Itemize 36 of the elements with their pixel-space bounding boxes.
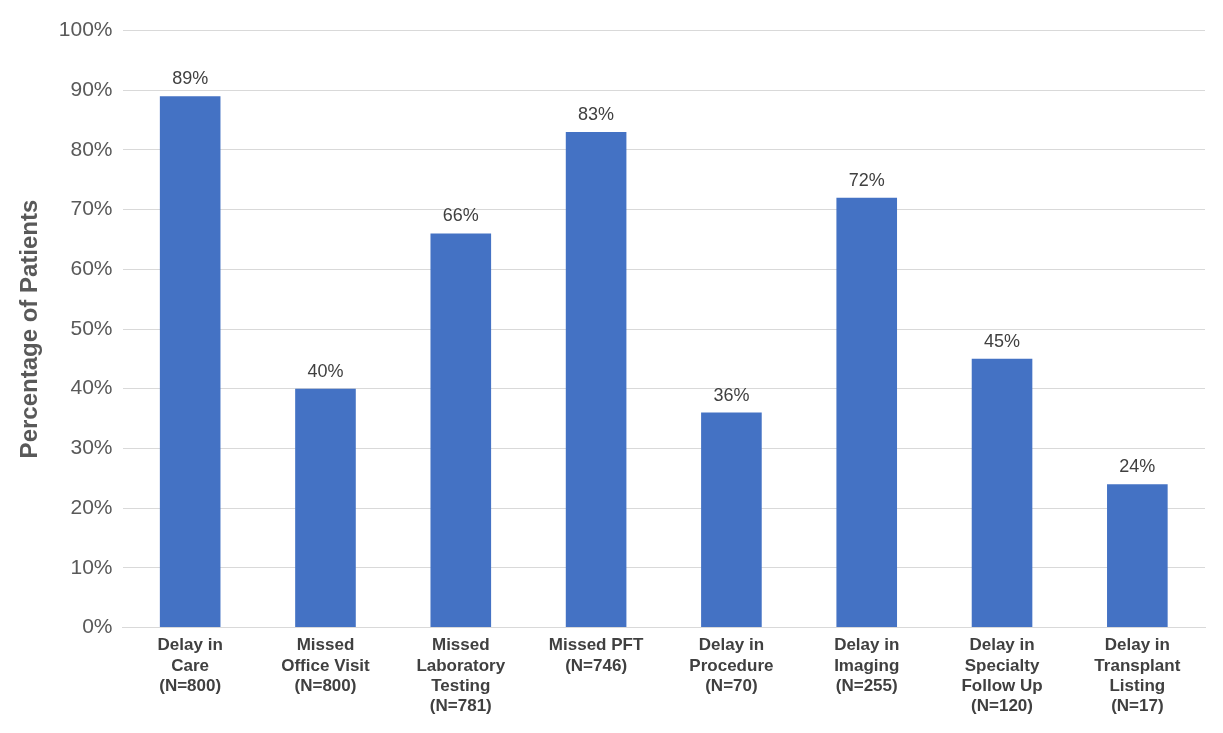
y-tick-label: 10% [70,554,113,578]
data-label: 72% [848,169,885,190]
x-tick-label: Missed Laboratory Testing (N=781) [416,635,506,716]
y-tick-label: 50% [70,315,113,339]
bar [1107,484,1168,627]
data-label: 89% [172,68,209,89]
x-tick-label: Delay in Procedure (N=70) [689,635,774,696]
data-label: 36% [713,384,750,405]
y-tick-label: 40% [70,375,113,399]
y-tick-label: 60% [70,256,113,280]
x-tick-label: Delay in Care (N=800) [157,635,223,696]
y-axis-title: Percentage of Patients [15,199,43,459]
y-tick-label: 0% [82,614,113,638]
bar [971,358,1033,627]
x-tick-label: Delay in Specialty Follow Up (N=120) [961,635,1043,716]
data-label: 24% [1119,456,1156,477]
y-tick-label: 70% [70,196,113,220]
y-tick-label: 90% [70,77,113,101]
data-label: 83% [578,104,615,125]
bar [836,197,898,627]
bar [295,388,356,627]
bar [159,96,221,627]
x-tick-label: Delay in Transplant Listing (N=17) [1094,635,1181,716]
x-tick-label: Missed PFT (N=746) [548,635,644,675]
data-label: 66% [442,205,479,226]
y-tick-label: 80% [70,136,113,160]
y-tick-label: 100% [58,17,113,41]
x-tick-label: Delay in Imaging (N=255) [834,635,900,696]
y-tick-label: 30% [70,435,113,459]
data-label: 40% [307,360,344,381]
y-tick-label: 20% [70,494,113,518]
x-tick-label: Missed Office Visit (N=800) [281,635,371,696]
data-label: 45% [984,330,1021,351]
bar [565,132,627,627]
bar [701,412,762,627]
bar [430,233,492,627]
